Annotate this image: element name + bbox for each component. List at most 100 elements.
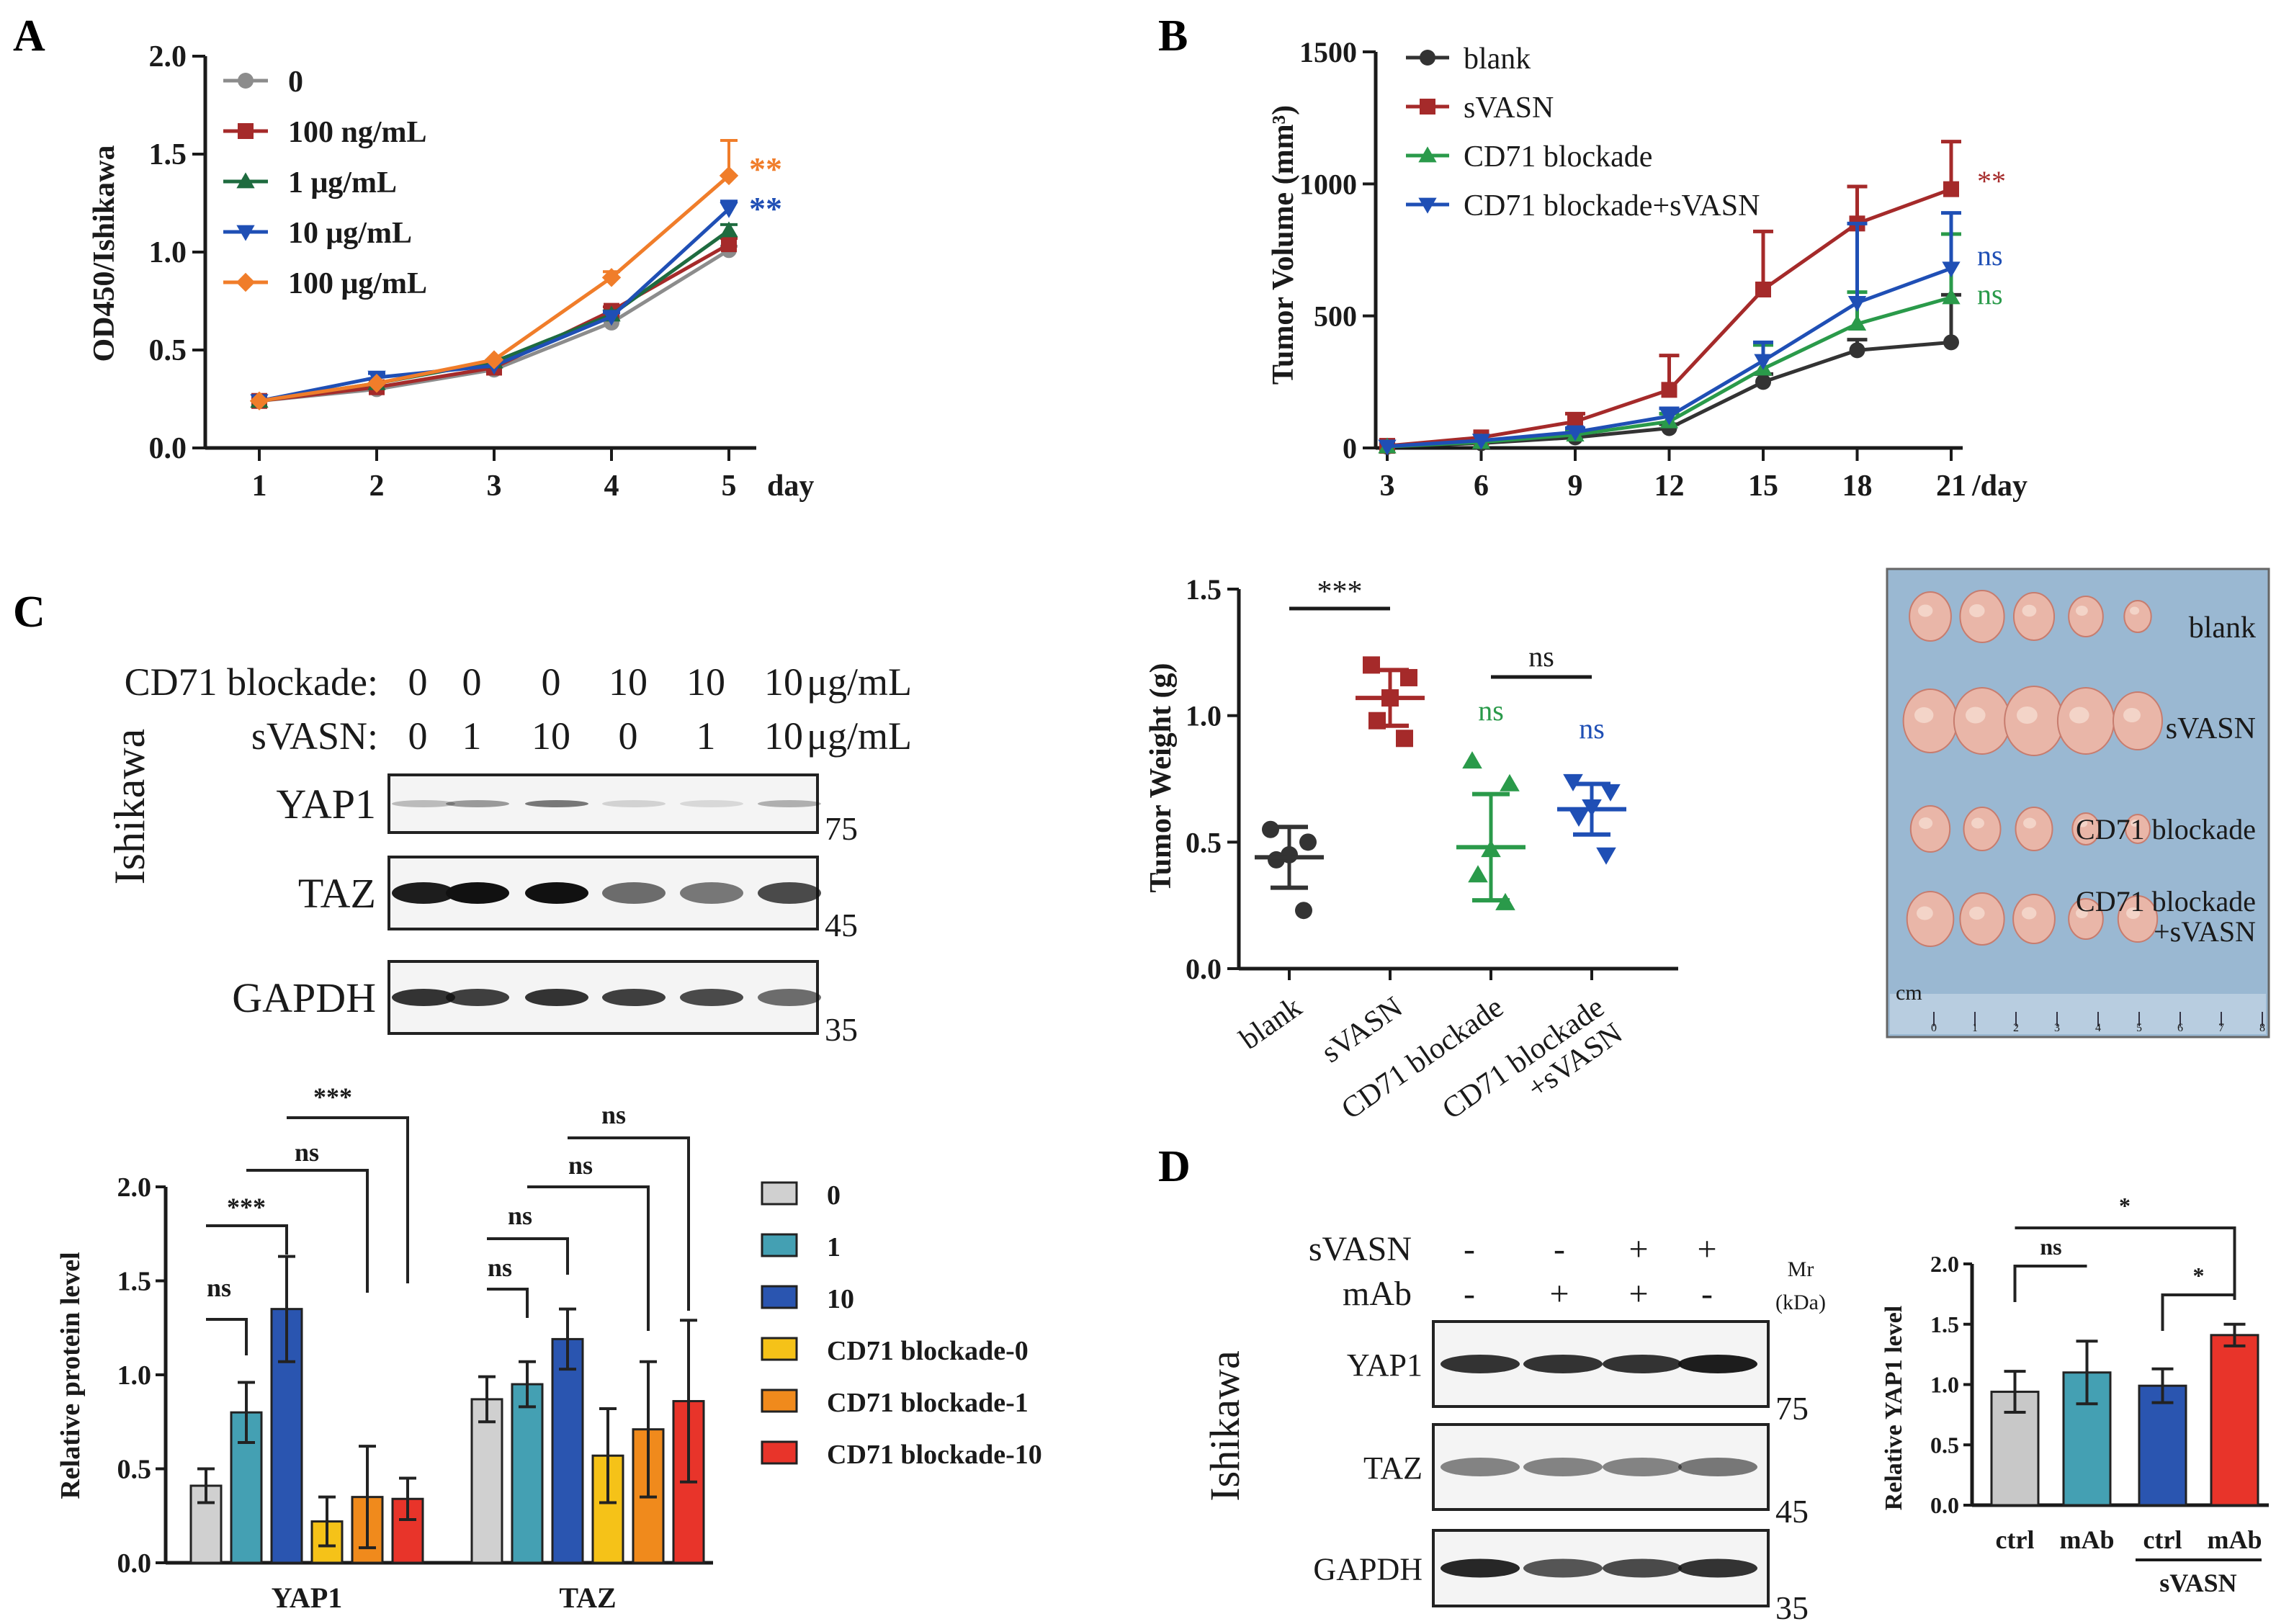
tumor-photo: cm 0 1 2 3 4 5 6 7 8 blank sVASN CD71 blockade CD71 b… <box>1886 567 2270 1038</box>
tumor <box>1959 892 2005 946</box>
legend-label: 0 <box>288 66 303 99</box>
blot-band <box>680 989 743 1006</box>
photo-row-label: sVASN <box>2166 712 2256 745</box>
blot-row-value: 1 <box>696 714 716 758</box>
y-tick-label: 0.5 <box>1930 1432 1959 1458</box>
y-tick-label: 0.0 <box>1930 1492 1959 1518</box>
blot-band-label: YAP1 <box>1347 1347 1422 1383</box>
legend-marker <box>236 172 255 189</box>
y-tick-label: 0.0 <box>117 1548 152 1579</box>
tumor-highlight <box>1914 707 1934 723</box>
tumor <box>2117 895 2159 943</box>
x-axis-label: day <box>767 470 814 503</box>
significance-label: ns <box>295 1138 319 1167</box>
tumor-highlight <box>2023 817 2036 829</box>
x-tick-label: 6 <box>1474 470 1489 503</box>
significance-bracket <box>527 1185 650 1331</box>
photo-background <box>1886 567 2270 1038</box>
photo-row-label: CD71 blockade <box>2076 813 2256 845</box>
significance-label: * <box>2119 1193 2131 1219</box>
tumor <box>2113 691 2163 750</box>
legend-marker <box>1418 197 1437 214</box>
data-point <box>602 310 621 326</box>
blot-row-value: 0 <box>619 714 638 758</box>
significance-label: ns <box>601 1100 626 1129</box>
data-point <box>367 374 387 393</box>
blot-band <box>1523 1458 1603 1476</box>
significance-label: ns <box>1977 239 2003 272</box>
legend-marker <box>236 225 255 241</box>
blot-band <box>1441 1458 1520 1476</box>
blot-band <box>525 989 588 1006</box>
legend-label: CD71 blockade <box>1464 140 1652 174</box>
blot-mr-label: Mr <box>1788 1257 1814 1281</box>
legend-marker <box>1420 99 1435 115</box>
blot-row-value: - <box>1554 1230 1565 1268</box>
x-tick-label: 1 <box>252 470 267 503</box>
ruler-number: 6 <box>2177 1022 2183 1034</box>
significance-label: ns <box>2040 1234 2061 1260</box>
data-point <box>1295 902 1312 920</box>
data-point <box>1943 181 1959 197</box>
blot-row-unit: μg/mL <box>807 660 912 704</box>
blot-mw-label: 35 <box>825 1011 858 1048</box>
ruler-number: 7 <box>2218 1022 2224 1034</box>
data-point <box>720 221 738 238</box>
legend-label: CD71 blockade+sVASN <box>1464 189 1760 223</box>
y-tick-label: 2.0 <box>1930 1251 1959 1277</box>
y-tick-label: 0.5 <box>1186 826 1222 858</box>
x-tick-label: ctrl <box>2143 1525 2182 1554</box>
significance-bracket <box>246 1169 369 1293</box>
tumor-highlight <box>2078 819 2088 827</box>
tumor-highlight <box>2131 820 2139 827</box>
data-point <box>720 202 738 218</box>
significance-label: *** <box>1317 575 1363 609</box>
blot-row-value: + <box>1628 1275 1648 1313</box>
blot-band <box>1441 1355 1520 1373</box>
legend-swatch <box>761 1389 798 1413</box>
blot-kda-label: (kDa) <box>1775 1291 1826 1314</box>
tumor-highlight <box>1917 906 1933 920</box>
tumor-highlight <box>2017 706 2038 724</box>
blot-band-label: TAZ <box>298 870 376 917</box>
significance-label: ** <box>749 190 782 227</box>
blot-band <box>1678 1558 1757 1578</box>
data-point <box>1462 751 1482 769</box>
bar <box>551 1337 584 1564</box>
y-tick-label: 0 <box>1343 432 1357 465</box>
blot-row-value: 10 <box>532 714 570 758</box>
bar <box>470 1398 503 1564</box>
ruler-number: 8 <box>2259 1022 2265 1034</box>
tumor-highlight <box>2126 907 2141 919</box>
y-tick-label: 1500 <box>1299 36 1357 68</box>
ruler-number: 5 <box>2136 1022 2142 1034</box>
ruler-number: 4 <box>2095 1022 2101 1034</box>
blot-row-value: 10 <box>609 660 648 704</box>
x-tick-label: 12 <box>1654 470 1685 503</box>
tumor-highlight <box>2076 908 2088 918</box>
tumor <box>1909 805 1951 853</box>
blot-box <box>387 773 819 834</box>
tumor-highlight <box>2130 606 2140 615</box>
x-tick-label: mAb <box>2059 1525 2114 1554</box>
x-tick-label: 5 <box>722 470 737 503</box>
blot-cell-line: Ishikawa <box>106 729 153 885</box>
significance-bracket <box>2013 1265 2087 1302</box>
panel-c-bar-chart: 0.0 0.5 1.0 1.5 2.0 Relative protein level YAP… <box>55 1082 1042 1614</box>
tumor <box>2012 894 2056 944</box>
significance-label: ns <box>508 1201 532 1230</box>
legend-label: blank <box>1464 42 1531 76</box>
blot-band <box>680 882 743 904</box>
data-point <box>1299 833 1317 851</box>
y-tick-label: 1.5 <box>117 1267 152 1297</box>
panel-label-c: C <box>13 588 45 637</box>
tumor <box>2123 600 2152 633</box>
blot-row-value: 10 <box>764 714 803 758</box>
data-point <box>1849 342 1865 359</box>
significance-label: ** <box>1977 165 2006 197</box>
y-tick-label: 1.5 <box>1186 573 1222 606</box>
significance-label: *** <box>227 1193 266 1221</box>
ruler <box>1890 994 2266 1034</box>
x-tick-label: 2 <box>369 470 385 503</box>
